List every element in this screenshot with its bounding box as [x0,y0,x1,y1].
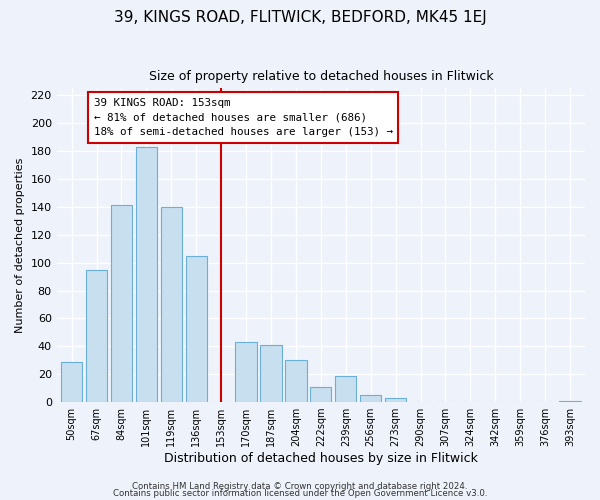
Bar [385,398,406,402]
Text: Contains public sector information licensed under the Open Government Licence v3: Contains public sector information licen… [113,489,487,498]
Text: Contains HM Land Registry data © Crown copyright and database right 2024.: Contains HM Land Registry data © Crown c… [132,482,468,491]
Bar [335,376,356,402]
Bar [86,270,107,402]
Bar [161,207,182,402]
Bar [559,400,581,402]
X-axis label: Distribution of detached houses by size in Flitwick: Distribution of detached houses by size … [164,452,478,465]
Bar [111,206,132,402]
Text: 39 KINGS ROAD: 153sqm
← 81% of detached houses are smaller (686)
18% of semi-det: 39 KINGS ROAD: 153sqm ← 81% of detached … [94,98,392,138]
Bar [235,342,257,402]
Bar [136,147,157,402]
Bar [360,395,381,402]
Y-axis label: Number of detached properties: Number of detached properties [15,158,25,333]
Bar [185,256,207,402]
Text: 39, KINGS ROAD, FLITWICK, BEDFORD, MK45 1EJ: 39, KINGS ROAD, FLITWICK, BEDFORD, MK45 … [113,10,487,25]
Bar [61,362,82,402]
Bar [260,345,281,402]
Bar [286,360,307,402]
Title: Size of property relative to detached houses in Flitwick: Size of property relative to detached ho… [149,70,493,83]
Bar [310,386,331,402]
